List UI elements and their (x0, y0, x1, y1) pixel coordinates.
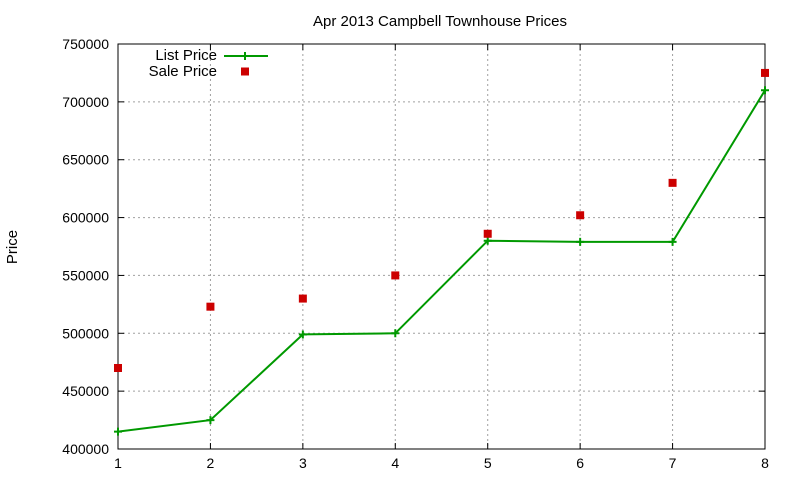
series (114, 68, 769, 436)
y-tick-label: 600000 (62, 210, 109, 226)
list-price-point (576, 237, 585, 246)
y-tick-label: 550000 (62, 267, 109, 283)
list-price-point (668, 237, 677, 246)
list-price-point (761, 86, 769, 95)
plot-frame (117, 43, 766, 450)
y-axis-label: Price (4, 230, 21, 264)
legend-label-list-price: List Price (155, 47, 217, 64)
x-tick-label: 7 (669, 455, 677, 471)
y-tick-label: 500000 (62, 325, 109, 341)
x-tick-label: 1 (114, 455, 122, 471)
axis-ticks: 1 2 3 4 5 6 7 8 400000 450000 500000 550000 600000 65… (62, 36, 769, 471)
sale-price-point (668, 178, 677, 187)
x-tick-label: 4 (391, 455, 399, 471)
list-price-point (298, 330, 307, 339)
sale-price-point (298, 294, 307, 303)
list-price-point (391, 329, 400, 338)
x-tick-label: 3 (299, 455, 307, 471)
legend-marker-sale-price (241, 67, 249, 76)
legend-marker-list-price (241, 52, 249, 60)
grid (118, 44, 765, 449)
list-price-point (206, 416, 215, 425)
chart-title: Apr 2013 Campbell Townhouse Prices (313, 13, 567, 30)
y-tick-label: 700000 (62, 94, 109, 110)
x-tick-label: 6 (576, 455, 584, 471)
y-tick-label: 650000 (62, 152, 109, 168)
sale-price-point (206, 302, 215, 311)
sale-price-point (114, 364, 122, 372)
legend: List Price Sale Price (149, 47, 268, 80)
x-tick-label: 5 (484, 455, 492, 471)
list-price-point (483, 236, 492, 245)
series-line-list-price (117, 89, 766, 433)
legend-label-sale-price: Sale Price (149, 63, 217, 80)
y-tick-label: 450000 (62, 383, 109, 399)
sale-price-point (483, 229, 492, 238)
sale-price-point (761, 68, 769, 77)
y-tick-label: 750000 (62, 36, 109, 52)
x-tick-label: 8 (761, 455, 769, 471)
sale-price-point (391, 271, 400, 280)
y-tick-label: 400000 (62, 441, 109, 457)
list-price-point (114, 427, 122, 436)
x-tick-label: 2 (207, 455, 215, 471)
sale-price-point (576, 211, 585, 220)
